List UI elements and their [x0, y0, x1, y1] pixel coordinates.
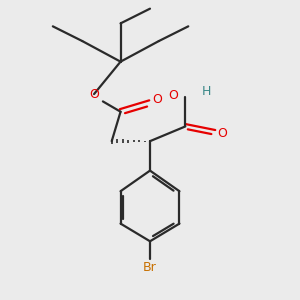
Text: O: O — [89, 88, 99, 100]
Text: O: O — [168, 89, 178, 102]
Text: Br: Br — [143, 261, 157, 274]
Text: O: O — [217, 127, 227, 140]
Text: O: O — [152, 93, 162, 106]
Text: H: H — [201, 85, 211, 98]
